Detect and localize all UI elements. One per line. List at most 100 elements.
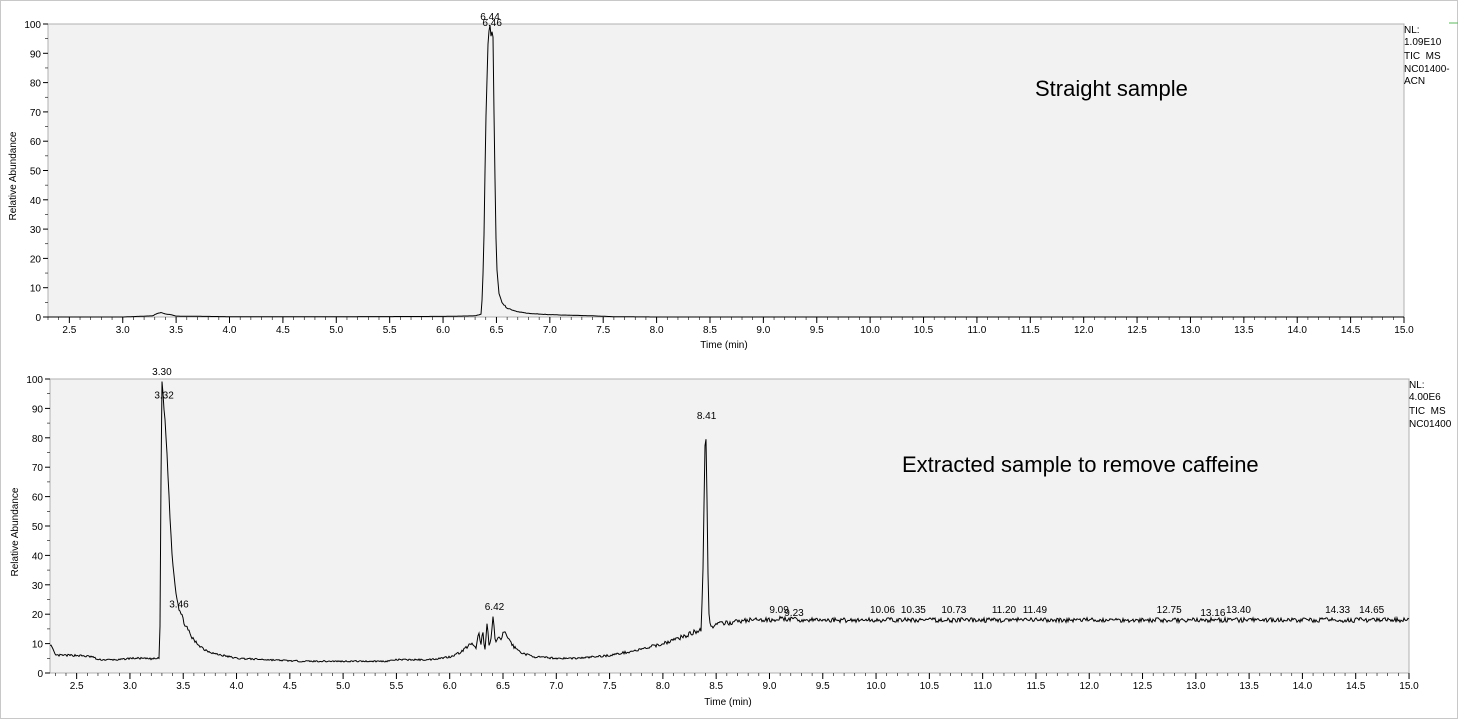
plot-area xyxy=(47,23,1405,318)
x-tick-label: 14.5 xyxy=(1346,681,1366,692)
info-line: ACN xyxy=(1404,76,1425,87)
x-tick-label: 4.5 xyxy=(276,325,290,336)
peak-label: 13.40 xyxy=(1226,605,1251,616)
x-tick-label: 2.5 xyxy=(62,325,76,336)
y-tick-label: 90 xyxy=(32,404,44,415)
info-box: NL: 4.00E6 TIC MS NC01400 xyxy=(1409,380,1452,430)
y-tick-label: 10 xyxy=(32,640,44,651)
info-line: TIC MS xyxy=(1404,51,1441,62)
x-tick-label: 11.5 xyxy=(1027,681,1046,692)
peak-label: 6.42 xyxy=(485,602,505,613)
y-axis-label: Relative Abundance xyxy=(10,487,21,576)
peak-label: 14.33 xyxy=(1325,605,1350,616)
x-tick-label: 10.0 xyxy=(860,325,880,336)
x-tick-label: 8.5 xyxy=(709,681,723,692)
peak-label: 9.09 xyxy=(769,605,789,616)
x-tick-label: 5.5 xyxy=(383,325,397,336)
x-tick-label: 14.0 xyxy=(1287,325,1307,336)
x-tick-label: 8.0 xyxy=(650,325,664,336)
x-tick-label: 12.0 xyxy=(1074,325,1094,336)
x-tick-label: 7.0 xyxy=(543,325,557,336)
x-tick-label: 6.0 xyxy=(436,325,450,336)
x-tick-label: 6.5 xyxy=(496,681,510,692)
x-tick-label: 9.0 xyxy=(763,681,777,692)
chromatogram-trace xyxy=(48,25,1404,318)
x-tick-label: 15.0 xyxy=(1399,681,1419,692)
chromatogram-trace xyxy=(49,381,1410,663)
x-tick-label: 6.5 xyxy=(489,325,503,336)
y-tick-label: 70 xyxy=(32,463,44,474)
x-tick-label: 9.5 xyxy=(810,325,824,336)
x-axis-label: Time (min) xyxy=(704,697,751,708)
x-tick-label: 3.5 xyxy=(169,325,183,336)
peak-label: 10.73 xyxy=(941,605,966,616)
info-line: NL: xyxy=(1404,25,1420,36)
peak-label: 3.46 xyxy=(169,599,189,610)
x-tick-label: 12.0 xyxy=(1080,681,1100,692)
y-tick-label: 60 xyxy=(30,137,42,148)
x-tick-label: 15.0 xyxy=(1394,325,1414,336)
y-tick-label: 50 xyxy=(32,522,44,533)
y-tick-label: 100 xyxy=(24,20,41,31)
x-tick-label: 13.5 xyxy=(1234,325,1254,336)
x-tick-label: 8.5 xyxy=(703,325,717,336)
x-axis-label: Time (min) xyxy=(700,340,747,351)
x-tick-label: 6.0 xyxy=(443,681,457,692)
x-tick-label: 11.5 xyxy=(1021,325,1040,336)
peak-label: 9.23 xyxy=(784,608,804,619)
y-tick-label: 60 xyxy=(32,493,44,504)
y-tick-label: 20 xyxy=(32,610,44,621)
x-tick-label: 4.5 xyxy=(283,681,297,692)
y-tick-label: 0 xyxy=(37,669,43,680)
x-tick-label: 12.5 xyxy=(1133,681,1153,692)
x-tick-label: 2.5 xyxy=(70,681,84,692)
y-tick-label: 0 xyxy=(35,313,41,324)
x-tick-label: 7.5 xyxy=(603,681,617,692)
plot-area xyxy=(49,378,1410,674)
x-tick-label: 5.0 xyxy=(329,325,343,336)
y-tick-label: 30 xyxy=(30,225,42,236)
x-tick-label: 4.0 xyxy=(230,681,244,692)
x-tick-label: 10.0 xyxy=(866,681,886,692)
x-tick-label: 13.5 xyxy=(1239,681,1259,692)
y-tick-label: 50 xyxy=(30,167,42,178)
x-tick-label: 5.5 xyxy=(389,681,403,692)
peak-label: 11.20 xyxy=(992,605,1017,616)
info-box: NL: 1.09E10 TIC MS NC01400- ACN xyxy=(1404,25,1450,87)
x-tick-label: 14.0 xyxy=(1293,681,1313,692)
x-tick-label: 10.5 xyxy=(914,325,934,336)
x-tick-label: 13.0 xyxy=(1186,681,1206,692)
x-tick-label: 9.0 xyxy=(756,325,770,336)
peak-label: 3.30 xyxy=(152,367,172,378)
chromatogram-panel-extracted: 2.5 3.0 3.5 4.0 4.5 5.0 5.5 6.0 6.5 7.0 7.5 8.0 8.5 9… xyxy=(10,367,1452,708)
y-axis-label: Relative Abundance xyxy=(8,131,19,220)
peak-label: 10.35 xyxy=(901,605,926,616)
y-tick-label: 10 xyxy=(30,284,42,295)
y-tick-label: 70 xyxy=(30,108,42,119)
x-tick-label: 4.0 xyxy=(223,325,237,336)
y-tick-label: 40 xyxy=(30,196,42,207)
peak-label: 8.41 xyxy=(697,411,717,422)
info-line: NC01400- xyxy=(1404,64,1450,75)
info-line: TIC MS xyxy=(1409,406,1446,417)
y-tick-label: 90 xyxy=(30,49,42,60)
y-tick-label: 80 xyxy=(30,79,42,90)
peak-label: 3.32 xyxy=(154,391,174,402)
sample-annotation: Extracted sample to remove caffeine xyxy=(902,452,1259,477)
peak-label: 12.75 xyxy=(1157,605,1182,616)
info-line: 4.00E6 xyxy=(1409,392,1441,403)
x-tick-label: 3.0 xyxy=(116,325,130,336)
x-tick-label: 7.5 xyxy=(596,325,610,336)
peak-label: 14.65 xyxy=(1359,605,1384,616)
info-line: 1.09E10 xyxy=(1404,37,1442,48)
y-tick-label: 40 xyxy=(32,551,44,562)
x-tick-label: 14.5 xyxy=(1341,325,1361,336)
x-tick-label: 3.5 xyxy=(176,681,190,692)
y-tick-label: 80 xyxy=(32,434,44,445)
y-tick-label: 20 xyxy=(30,254,42,265)
x-tick-label: 3.0 xyxy=(123,681,137,692)
x-tick-label: 8.0 xyxy=(656,681,670,692)
info-line: NC01400 xyxy=(1409,419,1452,430)
sample-annotation: Straight sample xyxy=(1035,76,1188,101)
